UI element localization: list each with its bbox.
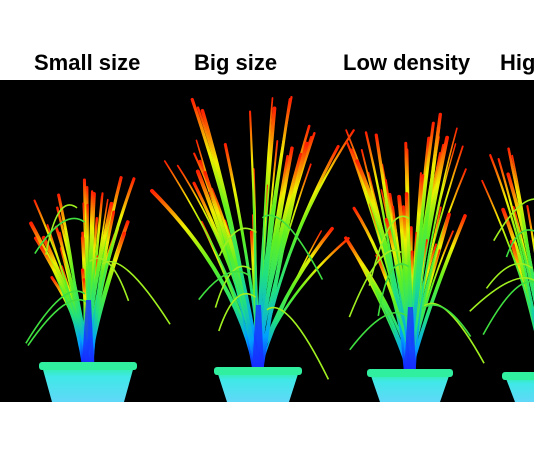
plant-big-size (150, 95, 355, 402)
plant-low-density (344, 112, 485, 402)
drooping-leaf (27, 298, 89, 346)
label-high-density-cropped: Hig (500, 50, 534, 75)
pot-rim (214, 367, 302, 375)
drooping-leaf (89, 257, 130, 302)
leaf (90, 210, 116, 367)
drooping-leaf (482, 280, 534, 336)
label-big-size: Big size (194, 50, 278, 75)
drooping-leaf (266, 306, 330, 380)
drooping-leaf (421, 304, 472, 338)
drooping-leaf (198, 270, 250, 301)
drooping-leaf (45, 204, 78, 255)
plant-high-density (469, 147, 534, 402)
pot-rim (39, 362, 137, 370)
plant-small-size (25, 176, 171, 402)
pot-rim (367, 369, 453, 377)
stem-base (82, 300, 94, 365)
plant-image-panel (0, 80, 534, 402)
pot (505, 376, 534, 402)
drooping-leaf (34, 217, 86, 255)
leaf (489, 154, 534, 324)
drooping-leaf (261, 214, 324, 280)
stem-base (404, 307, 416, 372)
drooping-leaf (423, 302, 485, 364)
leaf (507, 147, 534, 290)
leaf (526, 205, 534, 254)
column-labels: Small size Big size Low density Hig (0, 0, 534, 80)
plant-heatmap-image (25, 95, 534, 402)
leaf (259, 141, 309, 372)
pot-rim (502, 372, 534, 380)
drooping-leaf (505, 229, 534, 258)
stem-base (252, 305, 264, 370)
drooping-leaf (377, 263, 410, 317)
drooping-leaf (25, 290, 86, 344)
drooping-leaf (101, 260, 171, 325)
leaf (364, 131, 407, 374)
drooping-leaf (368, 215, 410, 286)
drooping-leaf (218, 227, 257, 257)
drooping-leaf (493, 198, 534, 242)
label-small-size: Small size (34, 50, 141, 75)
drooping-leaf (469, 277, 534, 312)
drooping-leaf (348, 249, 402, 318)
leaf (497, 157, 534, 303)
pot (370, 373, 450, 402)
drooping-leaf (218, 292, 256, 332)
pot (217, 371, 299, 402)
label-low-density: Low density (343, 50, 471, 75)
pot (42, 366, 134, 402)
drooping-leaf (349, 311, 408, 351)
drooping-leaf (485, 262, 533, 289)
